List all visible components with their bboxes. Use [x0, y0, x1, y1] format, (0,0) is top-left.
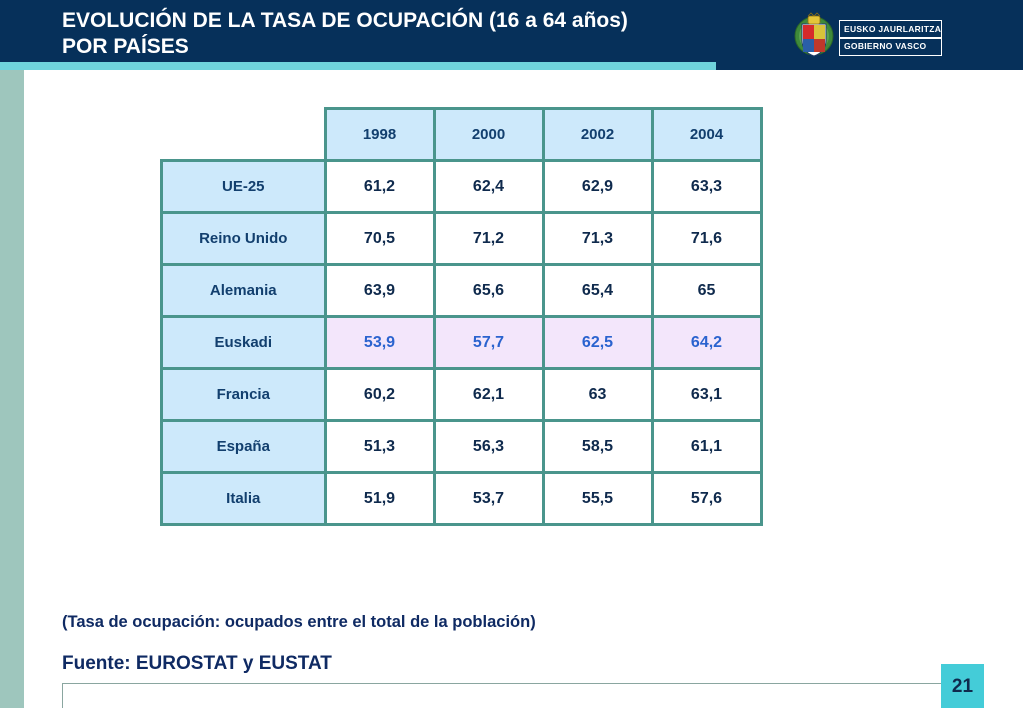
table-cell: 65,6	[432, 263, 545, 318]
row-header: UE-25	[160, 159, 327, 214]
table-cell: 60,2	[323, 367, 436, 422]
table-row: UE-25 61,2 62,4 62,9 63,3	[160, 159, 763, 214]
table-row: Alemania 63,9 65,6 65,4 65	[160, 263, 763, 318]
table-cell: 62,9	[541, 159, 654, 214]
table-header-row: 1998 2000 2002 2004	[161, 107, 763, 162]
table-cell: 53,7	[432, 471, 545, 526]
coat-of-arms-icon	[794, 12, 834, 57]
logo-line-2: GOBIERNO VASCO	[844, 41, 927, 51]
table-cell: 63,3	[650, 159, 763, 214]
footer-left-tick	[62, 683, 63, 708]
table-row: Francia 60,2 62,1 63 63,1	[160, 367, 763, 422]
table-row: España 51,3 56,3 58,5 61,1	[160, 419, 763, 474]
column-header: 2004	[650, 107, 763, 162]
row-header: Reino Unido	[160, 211, 327, 266]
table-cell: 65	[650, 263, 763, 318]
table-cell: 58,5	[541, 419, 654, 474]
government-logo: EUSKO JAURLARITZA GOBIERNO VASCO	[793, 12, 948, 58]
column-header: 2000	[432, 107, 545, 162]
table-cell: 62,5	[541, 315, 654, 370]
table-cell: 63	[541, 367, 654, 422]
table-cell: 53,9	[323, 315, 436, 370]
table-cell: 61,2	[323, 159, 436, 214]
table-row: Reino Unido 70,5 71,2 71,3 71,6	[160, 211, 763, 266]
definition-note: (Tasa de ocupación: ocupados entre el to…	[62, 613, 536, 631]
table-cell: 64,2	[650, 315, 763, 370]
source-text: Fuente: EUROSTAT y EUSTAT	[62, 653, 332, 674]
table-cell: 51,9	[323, 471, 436, 526]
table-cell: 71,3	[541, 211, 654, 266]
table-cell: 56,3	[432, 419, 545, 474]
slide-title: EVOLUCIÓN DE LA TASA DE OCUPACIÓN (16 a …	[62, 8, 628, 60]
logo-divider	[840, 37, 941, 39]
table-cell: 57,6	[650, 471, 763, 526]
footer-divider	[62, 683, 942, 684]
logo-line-1: EUSKO JAURLARITZA	[844, 24, 942, 34]
row-header: Euskadi	[160, 315, 327, 370]
column-header: 2002	[541, 107, 654, 162]
column-header: 1998	[323, 107, 436, 162]
table-cell: 70,5	[323, 211, 436, 266]
table-cell: 51,3	[323, 419, 436, 474]
table-row: Italia 51,9 53,7 55,5 57,6	[160, 471, 763, 526]
table-cell: 57,7	[432, 315, 545, 370]
table-cell: 62,4	[432, 159, 545, 214]
table-cell: 61,1	[650, 419, 763, 474]
slide-header: EVOLUCIÓN DE LA TASA DE OCUPACIÓN (16 a …	[0, 0, 1023, 70]
table-cell: 62,1	[432, 367, 545, 422]
row-header: Italia	[160, 471, 327, 526]
table-corner-cell	[161, 108, 325, 161]
employment-rate-table: 1998 2000 2002 2004 UE-25 61,2 62,4 62,9…	[160, 107, 763, 526]
table-row-highlighted: Euskadi 53,9 57,7 62,5 64,2	[160, 315, 763, 370]
table-cell: 63,9	[323, 263, 436, 318]
logo-text-box: EUSKO JAURLARITZA GOBIERNO VASCO	[839, 20, 942, 56]
header-accent-line	[0, 62, 716, 70]
row-header: Alemania	[160, 263, 327, 318]
table-cell: 55,5	[541, 471, 654, 526]
table-cell: 63,1	[650, 367, 763, 422]
row-header: Francia	[160, 367, 327, 422]
row-header: España	[160, 419, 327, 474]
left-decorative-bar	[0, 70, 24, 708]
title-line-2: POR PAÍSES	[62, 35, 189, 58]
table-cell: 71,2	[432, 211, 545, 266]
page-number: 21	[941, 664, 984, 708]
table-cell: 71,6	[650, 211, 763, 266]
table-cell: 65,4	[541, 263, 654, 318]
title-line-1: EVOLUCIÓN DE LA TASA DE OCUPACIÓN (16 a …	[62, 9, 628, 32]
